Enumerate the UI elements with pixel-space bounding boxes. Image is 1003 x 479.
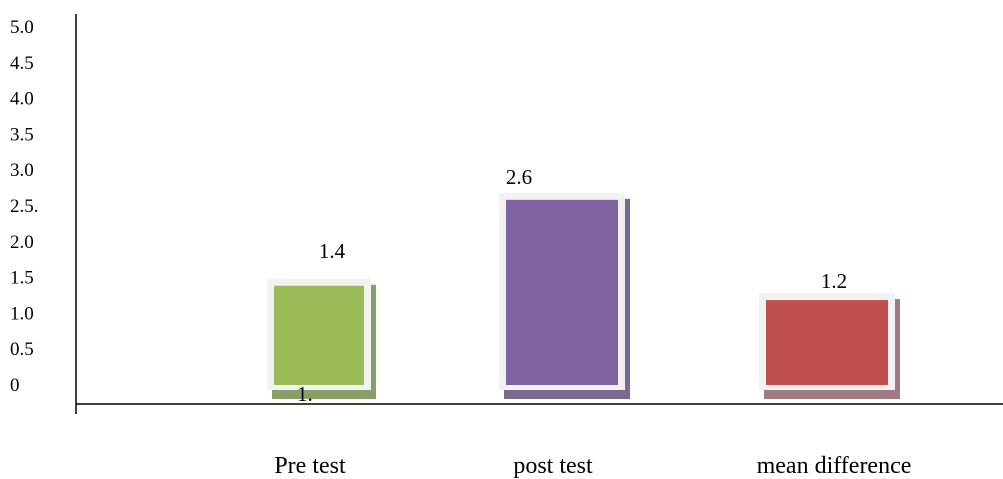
y-tick-label: 2.0 xyxy=(10,232,34,253)
y-tick-label: 3.0 xyxy=(10,160,34,181)
y-tick-label: 2.5. xyxy=(10,196,39,217)
y-axis-tick-labels: 0 0.5 1.0 1.5 2.0 2.5. 3.0 3.5 4.0 4.5 5.0 xyxy=(10,17,39,396)
x-category-label: Pre test xyxy=(274,453,346,479)
data-labels-group: 1.4 2.6 1.2 xyxy=(319,165,847,293)
y-tick-label: 1.0 xyxy=(10,303,34,324)
data-label: 1.4 xyxy=(319,239,346,263)
y-tick-label: 4.0 xyxy=(10,89,34,110)
y-tick-label: 3.5 xyxy=(10,124,34,145)
y-tick-label: 0 xyxy=(10,375,20,396)
bar xyxy=(766,300,888,385)
bars-group xyxy=(267,192,900,399)
y-tick-label: 4.5 xyxy=(10,53,34,74)
data-label: 2.6 xyxy=(506,165,532,189)
y-tick-label: 1.5 xyxy=(10,268,34,289)
x-axis-category-labels: Pre test post test mean difference xyxy=(274,453,911,479)
stray-partial-label: 1. xyxy=(297,382,313,406)
y-tick-label: 5.0 xyxy=(10,17,34,38)
y-tick-label: 0.5 xyxy=(10,339,34,360)
x-category-label: post test xyxy=(513,453,593,479)
x-category-label: mean difference xyxy=(757,453,912,479)
data-label: 1.2 xyxy=(821,269,847,293)
bar xyxy=(274,285,364,385)
bar xyxy=(506,199,618,385)
